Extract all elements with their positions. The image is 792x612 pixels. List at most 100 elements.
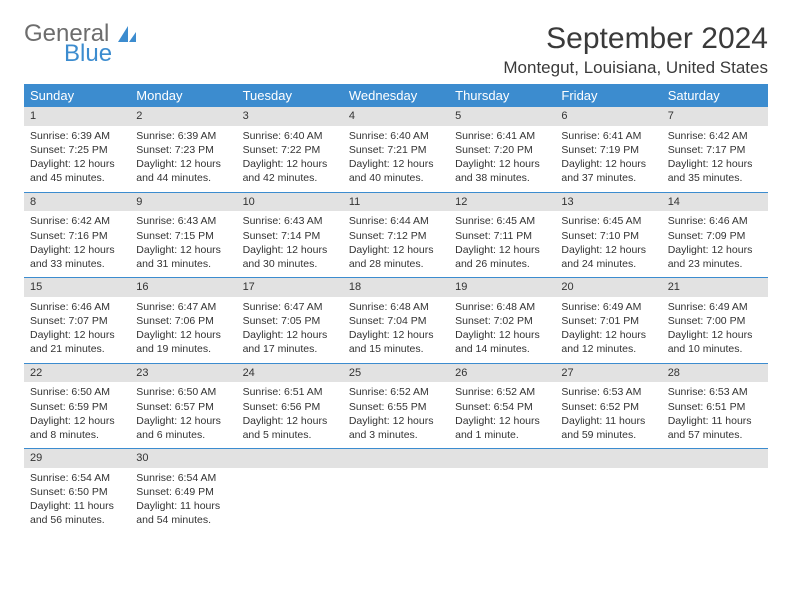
sunrise-text: Sunrise: 6:41 AM xyxy=(561,129,655,143)
daynum-row: 891011121314 xyxy=(24,192,768,211)
day-cell: Sunrise: 6:40 AMSunset: 7:21 PMDaylight:… xyxy=(343,126,449,192)
day-cell: Sunrise: 6:47 AMSunset: 7:05 PMDaylight:… xyxy=(237,297,343,363)
sunrise-text: Sunrise: 6:42 AM xyxy=(30,214,124,228)
daynum-row: 15161718192021 xyxy=(24,278,768,297)
daylight-text: Daylight: 12 hours and 3 minutes. xyxy=(349,414,443,442)
daylight-text: Daylight: 11 hours and 59 minutes. xyxy=(561,414,655,442)
day-number-cell: 1 xyxy=(24,107,130,126)
day-cell: Sunrise: 6:47 AMSunset: 7:06 PMDaylight:… xyxy=(130,297,236,363)
sunset-text: Sunset: 7:16 PM xyxy=(30,229,124,243)
day-number-cell: 6 xyxy=(555,107,661,126)
day-cell xyxy=(662,468,768,534)
sunrise-text: Sunrise: 6:39 AM xyxy=(30,129,124,143)
sunrise-text: Sunrise: 6:46 AM xyxy=(30,300,124,314)
month-title: September 2024 xyxy=(503,22,768,56)
week-row: Sunrise: 6:54 AMSunset: 6:50 PMDaylight:… xyxy=(24,468,768,534)
sunrise-text: Sunrise: 6:39 AM xyxy=(136,129,230,143)
day-header: Sunday xyxy=(24,84,130,107)
daylight-text: Daylight: 12 hours and 10 minutes. xyxy=(668,328,762,356)
daylight-text: Daylight: 11 hours and 57 minutes. xyxy=(668,414,762,442)
day-cell: Sunrise: 6:41 AMSunset: 7:19 PMDaylight:… xyxy=(555,126,661,192)
day-cell: Sunrise: 6:50 AMSunset: 6:59 PMDaylight:… xyxy=(24,382,130,448)
location-text: Montegut, Louisiana, United States xyxy=(503,58,768,78)
sunset-text: Sunset: 7:04 PM xyxy=(349,314,443,328)
sunrise-text: Sunrise: 6:42 AM xyxy=(668,129,762,143)
sunrise-text: Sunrise: 6:54 AM xyxy=(136,471,230,485)
day-number-cell: 5 xyxy=(449,107,555,126)
sunrise-text: Sunrise: 6:52 AM xyxy=(349,385,443,399)
sunrise-text: Sunrise: 6:48 AM xyxy=(455,300,549,314)
day-cell: Sunrise: 6:45 AMSunset: 7:10 PMDaylight:… xyxy=(555,211,661,277)
day-cell xyxy=(449,468,555,534)
week-row: Sunrise: 6:42 AMSunset: 7:16 PM Daylight:… xyxy=(24,211,768,277)
day-cell: Sunrise: 6:45 AMSunset: 7:11 PMDaylight:… xyxy=(449,211,555,277)
day-cell: Sunrise: 6:39 AMSunset: 7:25 PMDaylight:… xyxy=(24,126,130,192)
sunrise-text: Sunrise: 6:47 AM xyxy=(136,300,230,314)
sunrise-text: Sunrise: 6:47 AM xyxy=(243,300,337,314)
daylight-text: Daylight: 12 hours and 6 minutes. xyxy=(136,414,230,442)
sunset-text: Sunset: 7:22 PM xyxy=(243,143,337,157)
calendar-table: SundayMondayTuesdayWednesdayThursdayFrid… xyxy=(24,84,768,534)
day-header: Tuesday xyxy=(237,84,343,107)
sunset-text: Sunset: 7:07 PM xyxy=(30,314,124,328)
day-number-cell xyxy=(343,449,449,468)
sunset-text: Sunset: 6:49 PM xyxy=(136,485,230,499)
day-number-cell: 25 xyxy=(343,363,449,382)
day-number-cell: 27 xyxy=(555,363,661,382)
day-cell xyxy=(237,468,343,534)
day-number-cell: 13 xyxy=(555,192,661,211)
day-cell: Sunrise: 6:46 AMSunset: 7:07 PMDaylight:… xyxy=(24,297,130,363)
sunrise-text: Sunrise: 6:44 AM xyxy=(349,214,443,228)
sunset-text: Sunset: 7:01 PM xyxy=(561,314,655,328)
daylight-text: Daylight: 12 hours and 1 minute. xyxy=(455,414,549,442)
day-number-cell: 14 xyxy=(662,192,768,211)
day-cell: Sunrise: 6:39 AMSunset: 7:23 PMDaylight:… xyxy=(130,126,236,192)
daylight-text: Daylight: 11 hours and 56 minutes. xyxy=(30,499,124,527)
title-block: September 2024 Montegut, Louisiana, Unit… xyxy=(503,22,768,78)
sunset-text: Sunset: 7:14 PM xyxy=(243,229,337,243)
day-header: Thursday xyxy=(449,84,555,107)
day-number-cell xyxy=(237,449,343,468)
day-number-cell: 9 xyxy=(130,192,236,211)
day-header: Friday xyxy=(555,84,661,107)
day-number-cell: 29 xyxy=(24,449,130,468)
sunset-text: Sunset: 7:11 PM xyxy=(455,229,549,243)
day-header: Monday xyxy=(130,84,236,107)
daynum-row: 1234567 xyxy=(24,107,768,126)
sunset-text: Sunset: 7:00 PM xyxy=(668,314,762,328)
week-row: Sunrise: 6:50 AMSunset: 6:59 PMDaylight:… xyxy=(24,382,768,448)
day-number-cell: 7 xyxy=(662,107,768,126)
sunrise-text: Sunrise: 6:53 AM xyxy=(668,385,762,399)
sunrise-text: Sunrise: 6:54 AM xyxy=(30,471,124,485)
sunset-text: Sunset: 6:55 PM xyxy=(349,400,443,414)
calendar-body: 1234567Sunrise: 6:39 AMSunset: 7:25 PMDa… xyxy=(24,107,768,534)
daylight-text: Daylight: 12 hours and 40 minutes. xyxy=(349,157,443,185)
sunset-text: Sunset: 7:20 PM xyxy=(455,143,549,157)
day-number-cell: 19 xyxy=(449,278,555,297)
sunrise-text: Sunrise: 6:52 AM xyxy=(455,385,549,399)
week-row: Sunrise: 6:39 AMSunset: 7:25 PMDaylight:… xyxy=(24,126,768,192)
day-number-cell: 17 xyxy=(237,278,343,297)
daylight-text: Daylight: 12 hours and 17 minutes. xyxy=(243,328,337,356)
day-cell: Sunrise: 6:53 AMSunset: 6:52 PMDaylight:… xyxy=(555,382,661,448)
day-cell: Sunrise: 6:51 AMSunset: 6:56 PMDaylight:… xyxy=(237,382,343,448)
daylight-text: Daylight: 12 hours and 31 minutes. xyxy=(136,243,230,271)
sunrise-text: Sunrise: 6:46 AM xyxy=(668,214,762,228)
sunrise-text: Sunrise: 6:45 AM xyxy=(561,214,655,228)
daylight-text: Daylight: 12 hours and 35 minutes. xyxy=(668,157,762,185)
daylight-text: Daylight: 12 hours and 44 minutes. xyxy=(136,157,230,185)
daylight-text: Daylight: 12 hours and 38 minutes. xyxy=(455,157,549,185)
day-cell: Sunrise: 6:42 AMSunset: 7:17 PMDaylight:… xyxy=(662,126,768,192)
day-number-cell xyxy=(449,449,555,468)
page-header: General Blue September 2024 Montegut, Lo… xyxy=(24,22,768,78)
day-cell: Sunrise: 6:48 AMSunset: 7:04 PMDaylight:… xyxy=(343,297,449,363)
daylight-text: Daylight: 11 hours and 54 minutes. xyxy=(136,499,230,527)
calendar-head: SundayMondayTuesdayWednesdayThursdayFrid… xyxy=(24,84,768,107)
day-cell xyxy=(343,468,449,534)
day-cell: Sunrise: 6:50 AMSunset: 6:57 PMDaylight:… xyxy=(130,382,236,448)
sunrise-text: Sunrise: 6:40 AM xyxy=(243,129,337,143)
day-cell: Sunrise: 6:44 AMSunset: 7:12 PMDaylight:… xyxy=(343,211,449,277)
day-number-cell: 10 xyxy=(237,192,343,211)
day-cell: Sunrise: 6:52 AMSunset: 6:55 PMDaylight:… xyxy=(343,382,449,448)
daylight-text: Daylight: 12 hours and 15 minutes. xyxy=(349,328,443,356)
